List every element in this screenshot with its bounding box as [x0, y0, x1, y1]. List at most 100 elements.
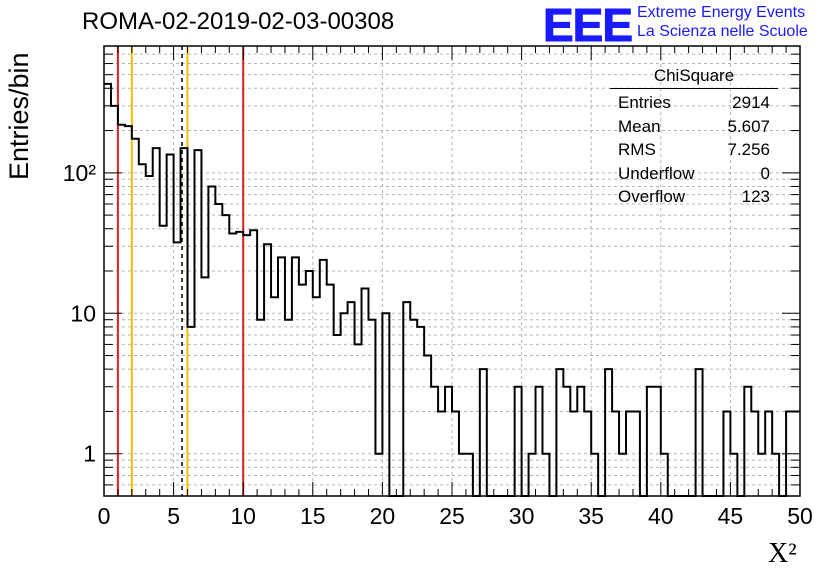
- logo-tagline-2: La Scienza nelle Scuole: [637, 23, 808, 40]
- stats-value: 7.256: [727, 140, 770, 159]
- histogram-bin: [577, 387, 584, 496]
- histogram-bin: [459, 454, 466, 496]
- histogram-bin: [160, 226, 167, 496]
- histogram-bin: [299, 285, 306, 496]
- stats-value: 2914: [732, 93, 770, 112]
- x-tick-label: 15: [300, 503, 326, 529]
- histogram-bin: [368, 320, 375, 496]
- histogram-bin: [480, 369, 487, 496]
- histogram-bin: [563, 387, 570, 496]
- histogram-bin: [382, 313, 389, 496]
- stats-value: 0: [760, 163, 770, 183]
- eee-logo-mark: EEE: [542, 0, 633, 51]
- histogram-bin: [438, 411, 445, 496]
- axis-ticks: [103, 45, 801, 497]
- histogram-bin: [626, 411, 633, 496]
- histogram-bin: [174, 242, 181, 496]
- histogram-bin: [348, 302, 355, 496]
- histogram-bin: [723, 411, 730, 496]
- histogram-bin: [264, 244, 271, 496]
- histogram-bin: [292, 257, 299, 496]
- histogram-bin: [139, 164, 146, 496]
- x-tick-label: 25: [439, 503, 465, 529]
- stats-title: ChiSquare: [653, 66, 735, 85]
- histogram-bin: [118, 125, 125, 496]
- histogram-bin: [341, 313, 348, 496]
- histogram-bin: [542, 454, 549, 496]
- histogram-bin: [222, 215, 229, 496]
- histogram-bin: [605, 369, 612, 496]
- histogram-bin: [375, 454, 382, 496]
- histogram-bin: [591, 454, 598, 496]
- histogram-bin: [730, 454, 737, 496]
- histogram-bin: [208, 186, 215, 496]
- histogram-bin: [417, 327, 424, 496]
- histogram-bin: [744, 387, 751, 496]
- stats-label: Underflow: [618, 163, 695, 183]
- y-tick-label: 1: [83, 441, 96, 467]
- logo-tagline-1: Extreme Energy Events: [637, 4, 806, 21]
- histogram-bin: [250, 230, 257, 496]
- x-tick-label: 5: [167, 503, 180, 529]
- y-tick-label: 10: [70, 300, 96, 326]
- histogram-bin: [410, 320, 417, 496]
- stats-row-entries: Entries 2914: [610, 91, 778, 115]
- histogram-bin: [320, 260, 327, 496]
- histogram-bin: [452, 411, 459, 496]
- histogram-bin: [194, 150, 201, 496]
- histogram-bin: [556, 369, 563, 496]
- histogram-bin: [327, 285, 334, 496]
- stats-row-overflow: Overflow 123: [610, 185, 778, 209]
- histogram-bin: [772, 454, 779, 496]
- stats-box: ChiSquare Entries 2914 Mean 5.607 RMS 7.…: [610, 66, 778, 209]
- stats-row-underflow: Underflow 0: [610, 162, 778, 186]
- x-tick-label: 10: [230, 503, 256, 529]
- histogram-bin: [153, 148, 160, 496]
- histogram-bin: [306, 271, 313, 496]
- stats-divider: [610, 88, 778, 89]
- y-tick-label: 10²: [63, 160, 97, 186]
- histogram-bin: [285, 320, 292, 496]
- histogram-bin: [661, 454, 668, 496]
- stats-label: Entries: [618, 93, 671, 112]
- histogram-bin: [125, 126, 132, 496]
- chart-title: ROMA-02-2019-02-03-00308: [82, 8, 395, 35]
- histogram-bin: [215, 204, 222, 496]
- histogram-bin: [529, 454, 536, 496]
- histogram-bin: [536, 387, 543, 496]
- y-axis-label: Entries/bin: [4, 52, 34, 180]
- histogram-bin: [243, 235, 250, 496]
- x-tick-labels: 0 5 10 15 20 25 30 35 40 45 50: [98, 503, 813, 529]
- histogram-bin: [612, 411, 619, 496]
- histogram-bin: [355, 344, 362, 496]
- x-tick-label: 0: [98, 503, 111, 529]
- x-tick-label: 20: [370, 503, 396, 529]
- histogram-bin: [758, 454, 765, 496]
- x-tick-label: 50: [787, 503, 813, 529]
- x-tick-label: 35: [578, 503, 604, 529]
- histogram-bin: [334, 335, 341, 496]
- stats-label: Overflow: [618, 187, 686, 206]
- histogram-bin: [313, 297, 320, 496]
- histogram-bin: [696, 369, 703, 496]
- stats-value: 5.607: [727, 116, 770, 136]
- histogram-bin: [445, 387, 452, 496]
- histogram-bin: [647, 387, 654, 496]
- histogram-bin: [201, 277, 208, 496]
- x-tick-label: 45: [718, 503, 744, 529]
- histogram-bin: [466, 454, 473, 496]
- histogram-bin: [257, 320, 264, 496]
- histogram-bin: [188, 327, 195, 496]
- histogram-bin: [633, 411, 640, 496]
- histogram-bin: [515, 387, 522, 496]
- histogram-bin: [271, 297, 278, 496]
- histogram-bin: [236, 232, 243, 496]
- histogram-bin: [751, 411, 758, 496]
- histogram-bin: [403, 302, 410, 496]
- histogram-bin: [146, 176, 153, 496]
- histogram-bin: [362, 289, 369, 496]
- stats-label: RMS: [618, 140, 656, 159]
- histogram-bin: [431, 387, 438, 496]
- histogram-bin: [104, 84, 111, 496]
